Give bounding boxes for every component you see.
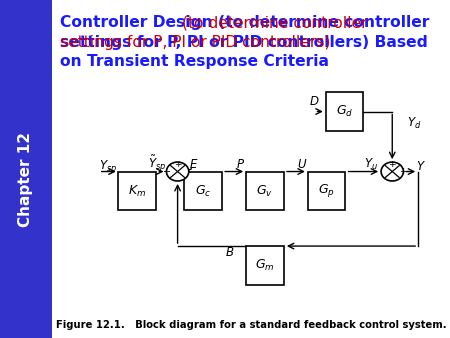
Bar: [184, 172, 222, 210]
Bar: [325, 92, 364, 131]
Circle shape: [381, 162, 403, 181]
Text: $G_v$: $G_v$: [256, 184, 273, 198]
Text: $K_m$: $K_m$: [128, 184, 146, 198]
Bar: [246, 172, 284, 210]
Bar: [308, 172, 346, 210]
Circle shape: [166, 162, 189, 181]
Text: $G_m$: $G_m$: [255, 258, 274, 273]
Text: +: +: [174, 160, 181, 169]
Text: Figure 12.1.   Block diagram for a standard feedback control system.: Figure 12.1. Block diagram for a standar…: [55, 320, 446, 330]
Text: Controller Design (to determine controller
settings for P, PI or PID controllers: Controller Design (to determine controll…: [60, 15, 429, 69]
Text: $Y_{sp}$: $Y_{sp}$: [99, 158, 117, 175]
Text: $G_c$: $G_c$: [195, 184, 211, 198]
Text: $E$: $E$: [189, 158, 198, 171]
Text: Chapter 12: Chapter 12: [18, 131, 33, 227]
Text: $U$: $U$: [297, 158, 308, 171]
Text: $B$: $B$: [225, 246, 234, 259]
Text: (to determine controller
settings for P, PI or PID controllers): (to determine controller settings for P,…: [60, 15, 367, 50]
Text: $G_p$: $G_p$: [318, 183, 335, 199]
Text: $Y$: $Y$: [416, 160, 426, 173]
Text: $D$: $D$: [309, 95, 320, 108]
Bar: [246, 246, 284, 285]
Text: $G_d$: $G_d$: [336, 104, 353, 119]
Text: $\tilde{Y}_{sp}$: $\tilde{Y}_{sp}$: [148, 154, 166, 174]
Text: $Y_u$: $Y_u$: [364, 157, 378, 172]
Text: $Y_d$: $Y_d$: [407, 116, 422, 131]
Bar: [118, 172, 156, 210]
Text: −: −: [163, 167, 171, 176]
Text: +: +: [399, 167, 407, 176]
Text: $P$: $P$: [236, 158, 245, 171]
Text: +: +: [388, 160, 396, 169]
